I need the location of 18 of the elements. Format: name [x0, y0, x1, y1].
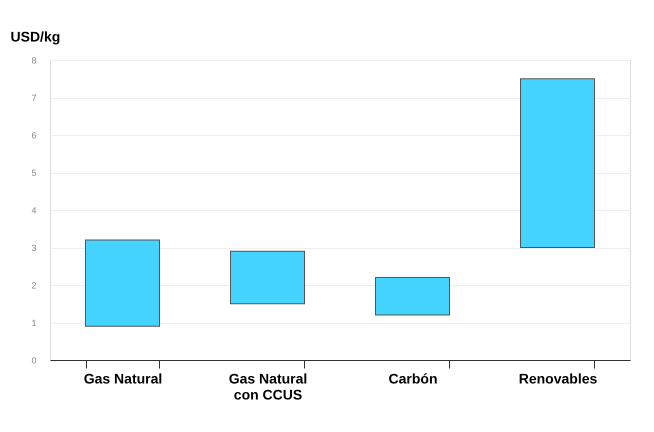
y-tick-label: 3 — [31, 243, 36, 253]
y-axis-title: USD/kg — [10, 28, 60, 44]
y-tick-label: 8 — [31, 56, 36, 66]
y-tick-label: 4 — [31, 206, 36, 216]
x-tick-label: Gas Natural con CCUS — [228, 370, 308, 402]
y-tick-label: 7 — [31, 93, 36, 103]
y-tick-label: 2 — [31, 280, 36, 290]
bar — [520, 78, 595, 248]
bar — [375, 277, 450, 316]
y-tick-label: 6 — [31, 130, 36, 140]
y-tick-label: 5 — [31, 168, 36, 178]
x-tick-label: Carbón — [388, 370, 438, 386]
x-tick-label: Gas Natural — [84, 370, 162, 386]
y-tick-label: 1 — [31, 318, 36, 328]
bar — [230, 250, 305, 304]
y-tick-label: 0 — [31, 356, 36, 366]
x-tick-label: Renovables — [518, 370, 598, 386]
bar — [85, 240, 160, 327]
